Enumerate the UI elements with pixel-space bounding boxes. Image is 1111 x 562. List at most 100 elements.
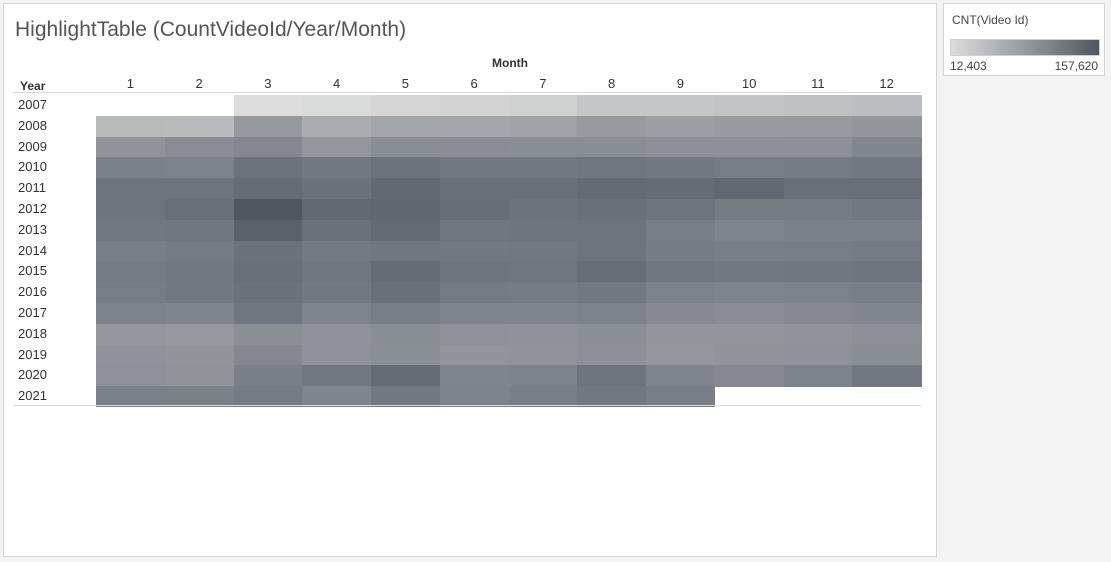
- heatmap-cell-2020-9[interactable]: [646, 365, 716, 387]
- heatmap-cell-2014-3[interactable]: [233, 240, 303, 262]
- heatmap-cell-2009-10[interactable]: [714, 136, 784, 158]
- heatmap-cell-2018-2[interactable]: [164, 323, 234, 346]
- heatmap-cell-2018-1[interactable]: [96, 323, 166, 346]
- heatmap-cell-2014-8[interactable]: [577, 240, 647, 262]
- heatmap-cell-2020-3[interactable]: [233, 365, 303, 387]
- heatmap-cell-2013-3[interactable]: [233, 219, 303, 242]
- heatmap-cell-2017-7[interactable]: [508, 303, 578, 325]
- heatmap-cell-2011-3[interactable]: [233, 178, 303, 200]
- heatmap-cell-2013-11[interactable]: [783, 219, 853, 242]
- heatmap-cell-2007-9[interactable]: [646, 95, 716, 117]
- heatmap-cell-2008-10[interactable]: [714, 115, 784, 138]
- heatmap-cell-2008-8[interactable]: [577, 115, 647, 138]
- heatmap-cell-2018-7[interactable]: [508, 323, 578, 346]
- heatmap-cell-2018-9[interactable]: [646, 323, 716, 346]
- heatmap-cell-2008-3[interactable]: [233, 115, 303, 138]
- heatmap-cell-2015-8[interactable]: [577, 261, 647, 283]
- heatmap-cell-2015-2[interactable]: [164, 261, 234, 283]
- heatmap-cell-2014-11[interactable]: [783, 240, 853, 262]
- heatmap-cell-2016-5[interactable]: [371, 282, 441, 304]
- heatmap-cell-2007-10[interactable]: [714, 95, 784, 117]
- heatmap-cell-2019-2[interactable]: [164, 344, 234, 366]
- heatmap-cell-2007-5[interactable]: [371, 95, 441, 117]
- heatmap-cell-2019-1[interactable]: [96, 344, 166, 366]
- heatmap-cell-2019-11[interactable]: [783, 344, 853, 366]
- heatmap-cell-2008-2[interactable]: [164, 115, 234, 138]
- heatmap-cell-2011-6[interactable]: [439, 178, 509, 200]
- heatmap-cell-2010-8[interactable]: [577, 157, 647, 179]
- heatmap-cell-2009-9[interactable]: [646, 136, 716, 158]
- heatmap-cell-2016-11[interactable]: [783, 282, 853, 304]
- heatmap-cell-2009-2[interactable]: [164, 136, 234, 158]
- heatmap-cell-2008-1[interactable]: [96, 115, 166, 138]
- heatmap-cell-2014-7[interactable]: [508, 240, 578, 262]
- heatmap-cell-2008-6[interactable]: [439, 115, 509, 138]
- heatmap-cell-2018-6[interactable]: [439, 323, 509, 346]
- heatmap-cell-2016-12[interactable]: [852, 282, 922, 304]
- heatmap-cell-2016-7[interactable]: [508, 282, 578, 304]
- heatmap-cell-2015-9[interactable]: [646, 261, 716, 283]
- heatmap-cell-2011-9[interactable]: [646, 178, 716, 200]
- heatmap-cell-2009-3[interactable]: [233, 136, 303, 158]
- heatmap-cell-2009-7[interactable]: [508, 136, 578, 158]
- heatmap-cell-2011-5[interactable]: [371, 178, 441, 200]
- heatmap-cell-2018-11[interactable]: [783, 323, 853, 346]
- heatmap-cell-2007-11[interactable]: [783, 95, 853, 117]
- heatmap-cell-2021-4[interactable]: [302, 386, 372, 408]
- heatmap-cell-2008-4[interactable]: [302, 115, 372, 138]
- heatmap-cell-2018-12[interactable]: [852, 323, 922, 346]
- heatmap-cell-2010-12[interactable]: [852, 157, 922, 179]
- heatmap-cell-2019-12[interactable]: [852, 344, 922, 366]
- heatmap-cell-2020-1[interactable]: [96, 365, 166, 387]
- heatmap-cell-2016-1[interactable]: [96, 282, 166, 304]
- heatmap-cell-2013-2[interactable]: [164, 219, 234, 242]
- heatmap-cell-2019-9[interactable]: [646, 344, 716, 366]
- heatmap-cell-2019-7[interactable]: [508, 344, 578, 366]
- heatmap-cell-2012-1[interactable]: [96, 199, 166, 221]
- heatmap-cell-2013-8[interactable]: [577, 219, 647, 242]
- heatmap-cell-2015-1[interactable]: [96, 261, 166, 283]
- heatmap-cell-2012-10[interactable]: [714, 199, 784, 221]
- heatmap-cell-2019-8[interactable]: [577, 344, 647, 366]
- heatmap-cell-2015-10[interactable]: [714, 261, 784, 283]
- heatmap-cell-2017-3[interactable]: [233, 303, 303, 325]
- heatmap-cell-2016-8[interactable]: [577, 282, 647, 304]
- heatmap-cell-2021-5[interactable]: [371, 386, 441, 408]
- heatmap-cell-2014-6[interactable]: [439, 240, 509, 262]
- heatmap-cell-2010-10[interactable]: [714, 157, 784, 179]
- heatmap-cell-2010-9[interactable]: [646, 157, 716, 179]
- heatmap-cell-2008-9[interactable]: [646, 115, 716, 138]
- heatmap-cell-2009-1[interactable]: [96, 136, 166, 158]
- heatmap-cell-2008-7[interactable]: [508, 115, 578, 138]
- heatmap-cell-2010-2[interactable]: [164, 157, 234, 179]
- heatmap-cell-2010-1[interactable]: [96, 157, 166, 179]
- heatmap-cell-2020-10[interactable]: [714, 365, 784, 387]
- heatmap-cell-2013-5[interactable]: [371, 219, 441, 242]
- heatmap-cell-2012-9[interactable]: [646, 199, 716, 221]
- heatmap-cell-2013-10[interactable]: [714, 219, 784, 242]
- heatmap-cell-2012-8[interactable]: [577, 199, 647, 221]
- heatmap-cell-2009-12[interactable]: [852, 136, 922, 158]
- heatmap-cell-2015-4[interactable]: [302, 261, 372, 283]
- heatmap-cell-2021-6[interactable]: [439, 386, 509, 408]
- heatmap-cell-2016-3[interactable]: [233, 282, 303, 304]
- heatmap-cell-2014-1[interactable]: [96, 240, 166, 262]
- heatmap-cell-2011-7[interactable]: [508, 178, 578, 200]
- heatmap-cell-2020-5[interactable]: [371, 365, 441, 387]
- heatmap-cell-2012-5[interactable]: [371, 199, 441, 221]
- heatmap-cell-2015-6[interactable]: [439, 261, 509, 283]
- heatmap-cell-2007-6[interactable]: [439, 95, 509, 117]
- heatmap-cell-2021-3[interactable]: [233, 386, 303, 408]
- heatmap-cell-2016-4[interactable]: [302, 282, 372, 304]
- heatmap-cell-2016-10[interactable]: [714, 282, 784, 304]
- heatmap-cell-2010-3[interactable]: [233, 157, 303, 179]
- heatmap-cell-2011-1[interactable]: [96, 178, 166, 200]
- heatmap-cell-2008-12[interactable]: [852, 115, 922, 138]
- heatmap-cell-2016-6[interactable]: [439, 282, 509, 304]
- heatmap-cell-2021-7[interactable]: [508, 386, 578, 408]
- heatmap-cell-2017-1[interactable]: [96, 303, 166, 325]
- heatmap-cell-2014-9[interactable]: [646, 240, 716, 262]
- heatmap-cell-2007-4[interactable]: [302, 95, 372, 117]
- heatmap-cell-2014-2[interactable]: [164, 240, 234, 262]
- heatmap-cell-2018-4[interactable]: [302, 323, 372, 346]
